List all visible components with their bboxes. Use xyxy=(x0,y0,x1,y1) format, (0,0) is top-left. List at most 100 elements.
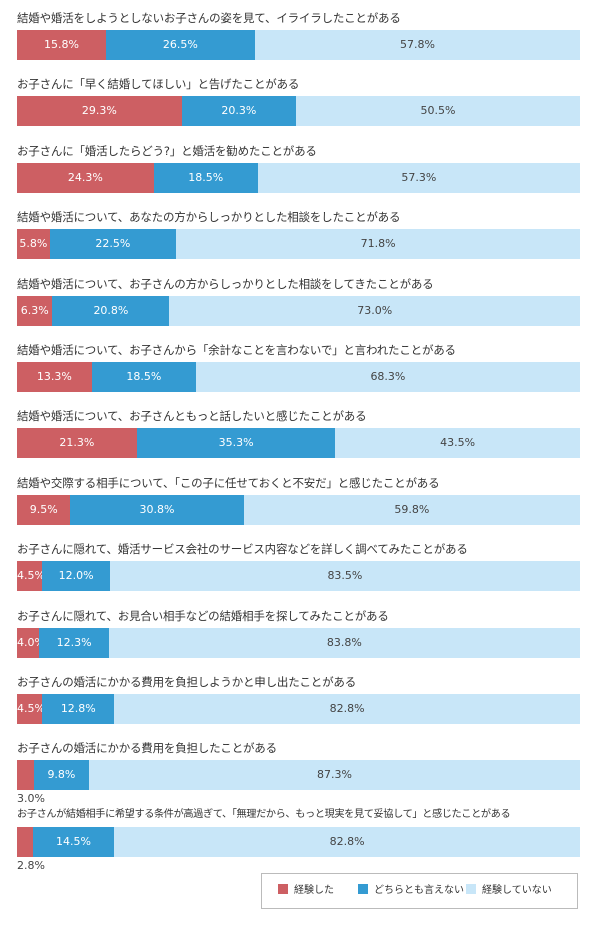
data-label: 82.8% xyxy=(329,702,365,715)
stacked-bar: 4.5% 12.8% 82.8% xyxy=(17,694,580,724)
legend: 経験した どちらとも言えない 経験していない xyxy=(261,873,578,909)
stacked-bar: 9.5% 30.8% 59.8% xyxy=(17,494,580,525)
bar-segment-neither: 12.8% xyxy=(42,694,115,724)
data-label: 4.0% xyxy=(17,635,45,649)
category-label: 結婚や婚活について、あなたの方からしっかりとした相談をしたことがある xyxy=(17,210,401,225)
data-label-outside: 3.0% xyxy=(17,792,45,806)
data-label: 24.3% xyxy=(67,170,103,184)
stacked-bar: 21.3% 35.3% 43.5% xyxy=(17,428,580,459)
legend-label: どちらとも言えない xyxy=(374,885,464,896)
data-label: 9.8% xyxy=(47,768,76,782)
category-label: お子さんに隠れて、婚活サービス会社のサービス内容などを詳しく調べてみたことがある xyxy=(17,542,468,557)
bar-segment-neither: 9.8% xyxy=(33,760,89,791)
chart-row: お子さんに隠れて、婚活サービス会社のサービス内容などを詳しく調べてみたことがある… xyxy=(0,542,600,602)
chart-row: お子さんに隠れて、お見合い相手などの結婚相手を探してみたことがある 4.0% 12.… xyxy=(0,609,600,669)
data-label: 12.8% xyxy=(60,702,96,715)
category-label: お子さんの婚活にかかる費用を負担しようかと申し出たことがある xyxy=(17,675,356,689)
bar-segment-neither: 12.3% xyxy=(39,627,109,658)
bar-segment-not-experienced: 50.5% xyxy=(295,96,580,127)
data-label: 83.8% xyxy=(326,635,362,649)
bar-segment-not-experienced: 57.8% xyxy=(254,30,580,60)
legend-item-not-experienced: 経験していない xyxy=(466,874,552,908)
data-label: 30.8% xyxy=(139,502,175,516)
data-label: 87.3% xyxy=(316,768,352,782)
chart-row: 結婚や婚活について、お子さんともっと話したいと感じたことがある 21.3% 35.3… xyxy=(0,409,600,469)
data-label: 83.5% xyxy=(327,569,363,583)
stacked-bar: 6.3% 20.8% 73.0% xyxy=(17,295,580,326)
bar-segment-neither: 12.0% xyxy=(42,561,110,592)
chart-row: お子さんの婚活にかかる費用を負担しようかと申し出たことがある 4.5% 12.8% 8… xyxy=(0,675,600,735)
data-label: 57.8% xyxy=(399,38,435,51)
data-label-outside: 2.8% xyxy=(17,858,45,872)
chart-row: お子さんの婚活にかかる費用を負担したことがある 9.8% 87.3% 3.0% xyxy=(0,741,600,805)
stacked-bar: 14.5% 82.8% xyxy=(17,826,580,857)
legend-label: 経験した xyxy=(294,885,334,896)
data-label: 18.5% xyxy=(188,170,224,184)
data-label: 12.3% xyxy=(56,635,92,649)
legend-label: 経験していない xyxy=(482,885,552,896)
chart-row: 結婚や婚活について、お子さんの方からしっかりとした相談をしてきたことがある 6.3… xyxy=(0,277,600,337)
data-label: 4.5% xyxy=(17,702,45,715)
bar-segment-experienced: 15.8% xyxy=(17,30,106,60)
bar-segment-experienced: 5.8% xyxy=(17,229,50,260)
legend-swatch-not-experienced xyxy=(466,884,476,894)
bar-segment-not-experienced: 87.3% xyxy=(88,760,580,791)
data-label: 22.5% xyxy=(95,237,131,251)
stacked-bar: 24.3% 18.5% 57.3% xyxy=(17,162,580,193)
bar-segment-neither: 22.5% xyxy=(49,229,177,260)
bar-segment-experienced: 13.3% xyxy=(17,362,92,392)
data-label: 6.3% xyxy=(20,303,49,317)
bar-segment-not-experienced: 82.8% xyxy=(114,694,580,724)
category-label: お子さんに「早く結婚してほしい」と告げたことがある xyxy=(17,77,300,92)
bar-segment-neither: 14.5% xyxy=(32,826,115,857)
category-label: お子さんに「婚活したらどう?」と婚活を勧めたことがある xyxy=(17,143,317,158)
category-label: 結婚や交際する相手について、「この子に任せておくと不安だ」と感じたことがある xyxy=(17,475,440,490)
stacked-bar: 29.3% 20.3% 50.5% xyxy=(17,96,580,127)
bar-segment-neither: 35.3% xyxy=(136,428,336,459)
bar-segment-experienced xyxy=(17,826,33,857)
data-label: 15.8% xyxy=(43,38,79,51)
bar-segment-neither: 30.8% xyxy=(70,494,244,525)
bar-segment-not-experienced: 71.8% xyxy=(176,229,580,260)
data-label: 20.8% xyxy=(93,303,129,317)
bar-segment-experienced xyxy=(17,760,34,791)
chart-row: 結婚や交際する相手について、「この子に任せておくと不安だ」と感じたことがある 9.… xyxy=(0,476,600,536)
data-label: 20.3% xyxy=(221,104,257,118)
data-label: 12.0% xyxy=(58,569,94,583)
data-label: 59.8% xyxy=(394,502,430,516)
category-label: お子さんに隠れて、お見合い相手などの結婚相手を探してみたことがある xyxy=(17,608,389,623)
chart-row: お子さんに「早く結婚してほしい」と告げたことがある 29.3% 20.3% 50.5% xyxy=(0,77,600,137)
data-label: 18.5% xyxy=(126,370,162,383)
bar-segment-neither: 18.5% xyxy=(91,362,196,392)
bar-segment-experienced: 4.5% xyxy=(17,694,45,724)
category-label: お子さんが結婚相手に希望する条件が高過ぎて、「無理だから、もっと現実を見て妥協し… xyxy=(17,808,511,820)
data-label: 68.3% xyxy=(370,370,406,383)
bar-segment-not-experienced: 43.5% xyxy=(335,428,580,459)
data-label: 57.3% xyxy=(401,170,437,184)
data-label: 71.8% xyxy=(360,237,396,251)
category-label: 結婚や婚活について、お子さんから「余計なことを言わないで」と言われたことがある xyxy=(17,343,456,357)
bar-segment-experienced: 24.3% xyxy=(17,162,154,193)
chart-row: お子さんが結婚相手に希望する条件が高過ぎて、「無理だから、もっと現実を見て妥協し… xyxy=(0,808,600,872)
chart-row: お子さんに「婚活したらどう?」と婚活を勧めたことがある 24.3% 18.5% 57.… xyxy=(0,144,600,204)
bar-segment-not-experienced: 83.8% xyxy=(108,627,580,658)
bar-segment-not-experienced: 73.0% xyxy=(169,295,580,326)
bar-segment-neither: 26.5% xyxy=(105,30,255,60)
bar-segment-experienced: 6.3% xyxy=(17,295,53,326)
stacked-bar: 9.8% 87.3% xyxy=(17,760,580,791)
chart-row: 結婚や婚活について、お子さんから「余計なことを言わないで」と言われたことがある 1… xyxy=(0,343,600,403)
legend-swatch-neither xyxy=(358,884,368,894)
data-label: 82.8% xyxy=(329,834,365,848)
data-label: 14.5% xyxy=(56,834,91,848)
data-label: 43.5% xyxy=(440,436,476,450)
data-label: 26.5% xyxy=(162,38,198,51)
category-label: お子さんの婚活にかかる費用を負担したことがある xyxy=(17,741,277,756)
stacked-bar: 4.0% 12.3% 83.8% xyxy=(17,627,580,658)
chart-row: 結婚や婚活について、あなたの方からしっかりとした相談をしたことがある 5.8% 22… xyxy=(0,210,600,270)
chart-row: 結婚や婚活をしようとしないお子さんの姿を見て、イライラしたことがある 15.8% 2… xyxy=(0,11,600,71)
legend-item-experienced: 経験した xyxy=(278,874,334,908)
category-label: 結婚や婚活をしようとしないお子さんの姿を見て、イライラしたことがある xyxy=(17,11,401,25)
bar-segment-experienced: 21.3% xyxy=(17,428,137,459)
bar-segment-neither: 20.8% xyxy=(52,295,170,326)
